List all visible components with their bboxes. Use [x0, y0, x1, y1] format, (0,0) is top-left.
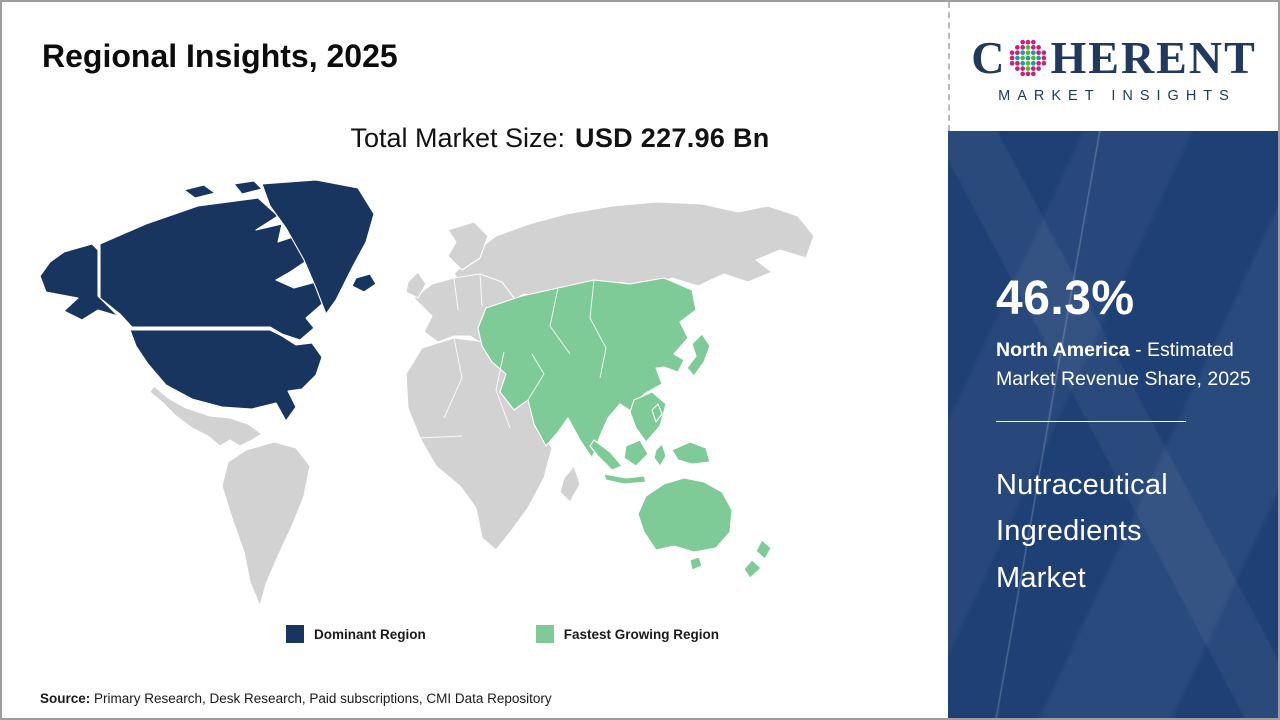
market-size-label: Total Market Size:: [350, 123, 566, 153]
map-region-australia: [637, 477, 733, 553]
brand-wordmark: C HERENT: [971, 35, 1257, 81]
page-title: Regional Insights, 2025: [42, 38, 398, 74]
map-legend: Dominant Region Fastest Growing Region: [2, 625, 948, 643]
map-region-alaska: [39, 243, 119, 321]
map-region-arctic-island-2: [233, 180, 263, 195]
share-desc-text: - Estimated Market Revenue Share, 2025: [996, 339, 1251, 391]
growing-region-label: Fastest Growing Region: [563, 626, 719, 642]
map-region-borneo: [623, 439, 649, 467]
source-label: Source:: [40, 691, 91, 706]
legend-item-growing: Fastest Growing Region: [535, 625, 719, 643]
main-content: Regional Insights, 2025 Total Market Siz…: [2, 2, 948, 718]
total-market-size: Total Market Size: USD 227.96 Bn: [2, 123, 948, 154]
dominant-region-label: Dominant Region: [313, 626, 426, 642]
map-region-japan: [686, 333, 711, 377]
brand-letter-c: C: [971, 32, 1007, 83]
right-panel: C HERENT MARKET INSIGHTS 46.3% North Ame…: [948, 2, 1278, 718]
brand-logo: C HERENT MARKET INSIGHTS: [948, 2, 1278, 131]
map-region-uk: [405, 271, 427, 299]
dominant-region-swatch: [285, 625, 304, 643]
map-region-indochina: [629, 391, 667, 443]
map-region-madagascar: [559, 465, 581, 503]
map-region-new-zealand-south: [743, 559, 762, 579]
map-region-usa: [129, 329, 323, 422]
map-region-java: [603, 473, 647, 485]
sidebar-divider: [996, 420, 1186, 422]
map-region-sumatra: [589, 439, 623, 471]
map-region-mexico-central-america: [149, 385, 263, 447]
brand-subtitle: MARKET INSIGHTS: [998, 88, 1236, 104]
source-line: Source: Primary Research, Desk Research,…: [2, 691, 948, 718]
brand-letters-herent: HERENT: [1050, 32, 1257, 83]
map-region-greenland: [261, 179, 375, 315]
legend-item-dominant: Dominant Region: [285, 625, 426, 643]
map-region-iceland: [351, 273, 377, 293]
map-region-tasmania: [689, 556, 703, 571]
map-region-sulawesi: [653, 443, 667, 467]
map-region-arctic-island-1: [183, 184, 216, 199]
market-share-description: North America - Estimated Market Revenue…: [996, 336, 1266, 395]
map-region-new-guinea: [671, 441, 711, 465]
market-size-value: USD 227.96 Bn: [575, 123, 770, 153]
highlight-sidebar: 46.3% North America - Estimated Market R…: [948, 131, 1278, 718]
world-map: [34, 178, 824, 613]
map-region-philippines: [651, 403, 663, 423]
share-region-name: North America: [996, 339, 1130, 361]
map-region-new-zealand-north: [755, 539, 772, 560]
coherent-logo-mark-icon: [1010, 39, 1047, 77]
map-region-scandinavia: [447, 221, 489, 271]
world-map-svg: [39, 179, 815, 607]
country-border-lines: [419, 273, 607, 439]
market-name: Nutraceutical Ingredients Market: [996, 468, 1168, 595]
market-share-value: 46.3%: [996, 272, 1135, 325]
growing-region-swatch: [535, 625, 554, 643]
source-text: Primary Research, Desk Research, Paid su…: [90, 691, 552, 706]
map-region-south-america: [221, 441, 311, 607]
